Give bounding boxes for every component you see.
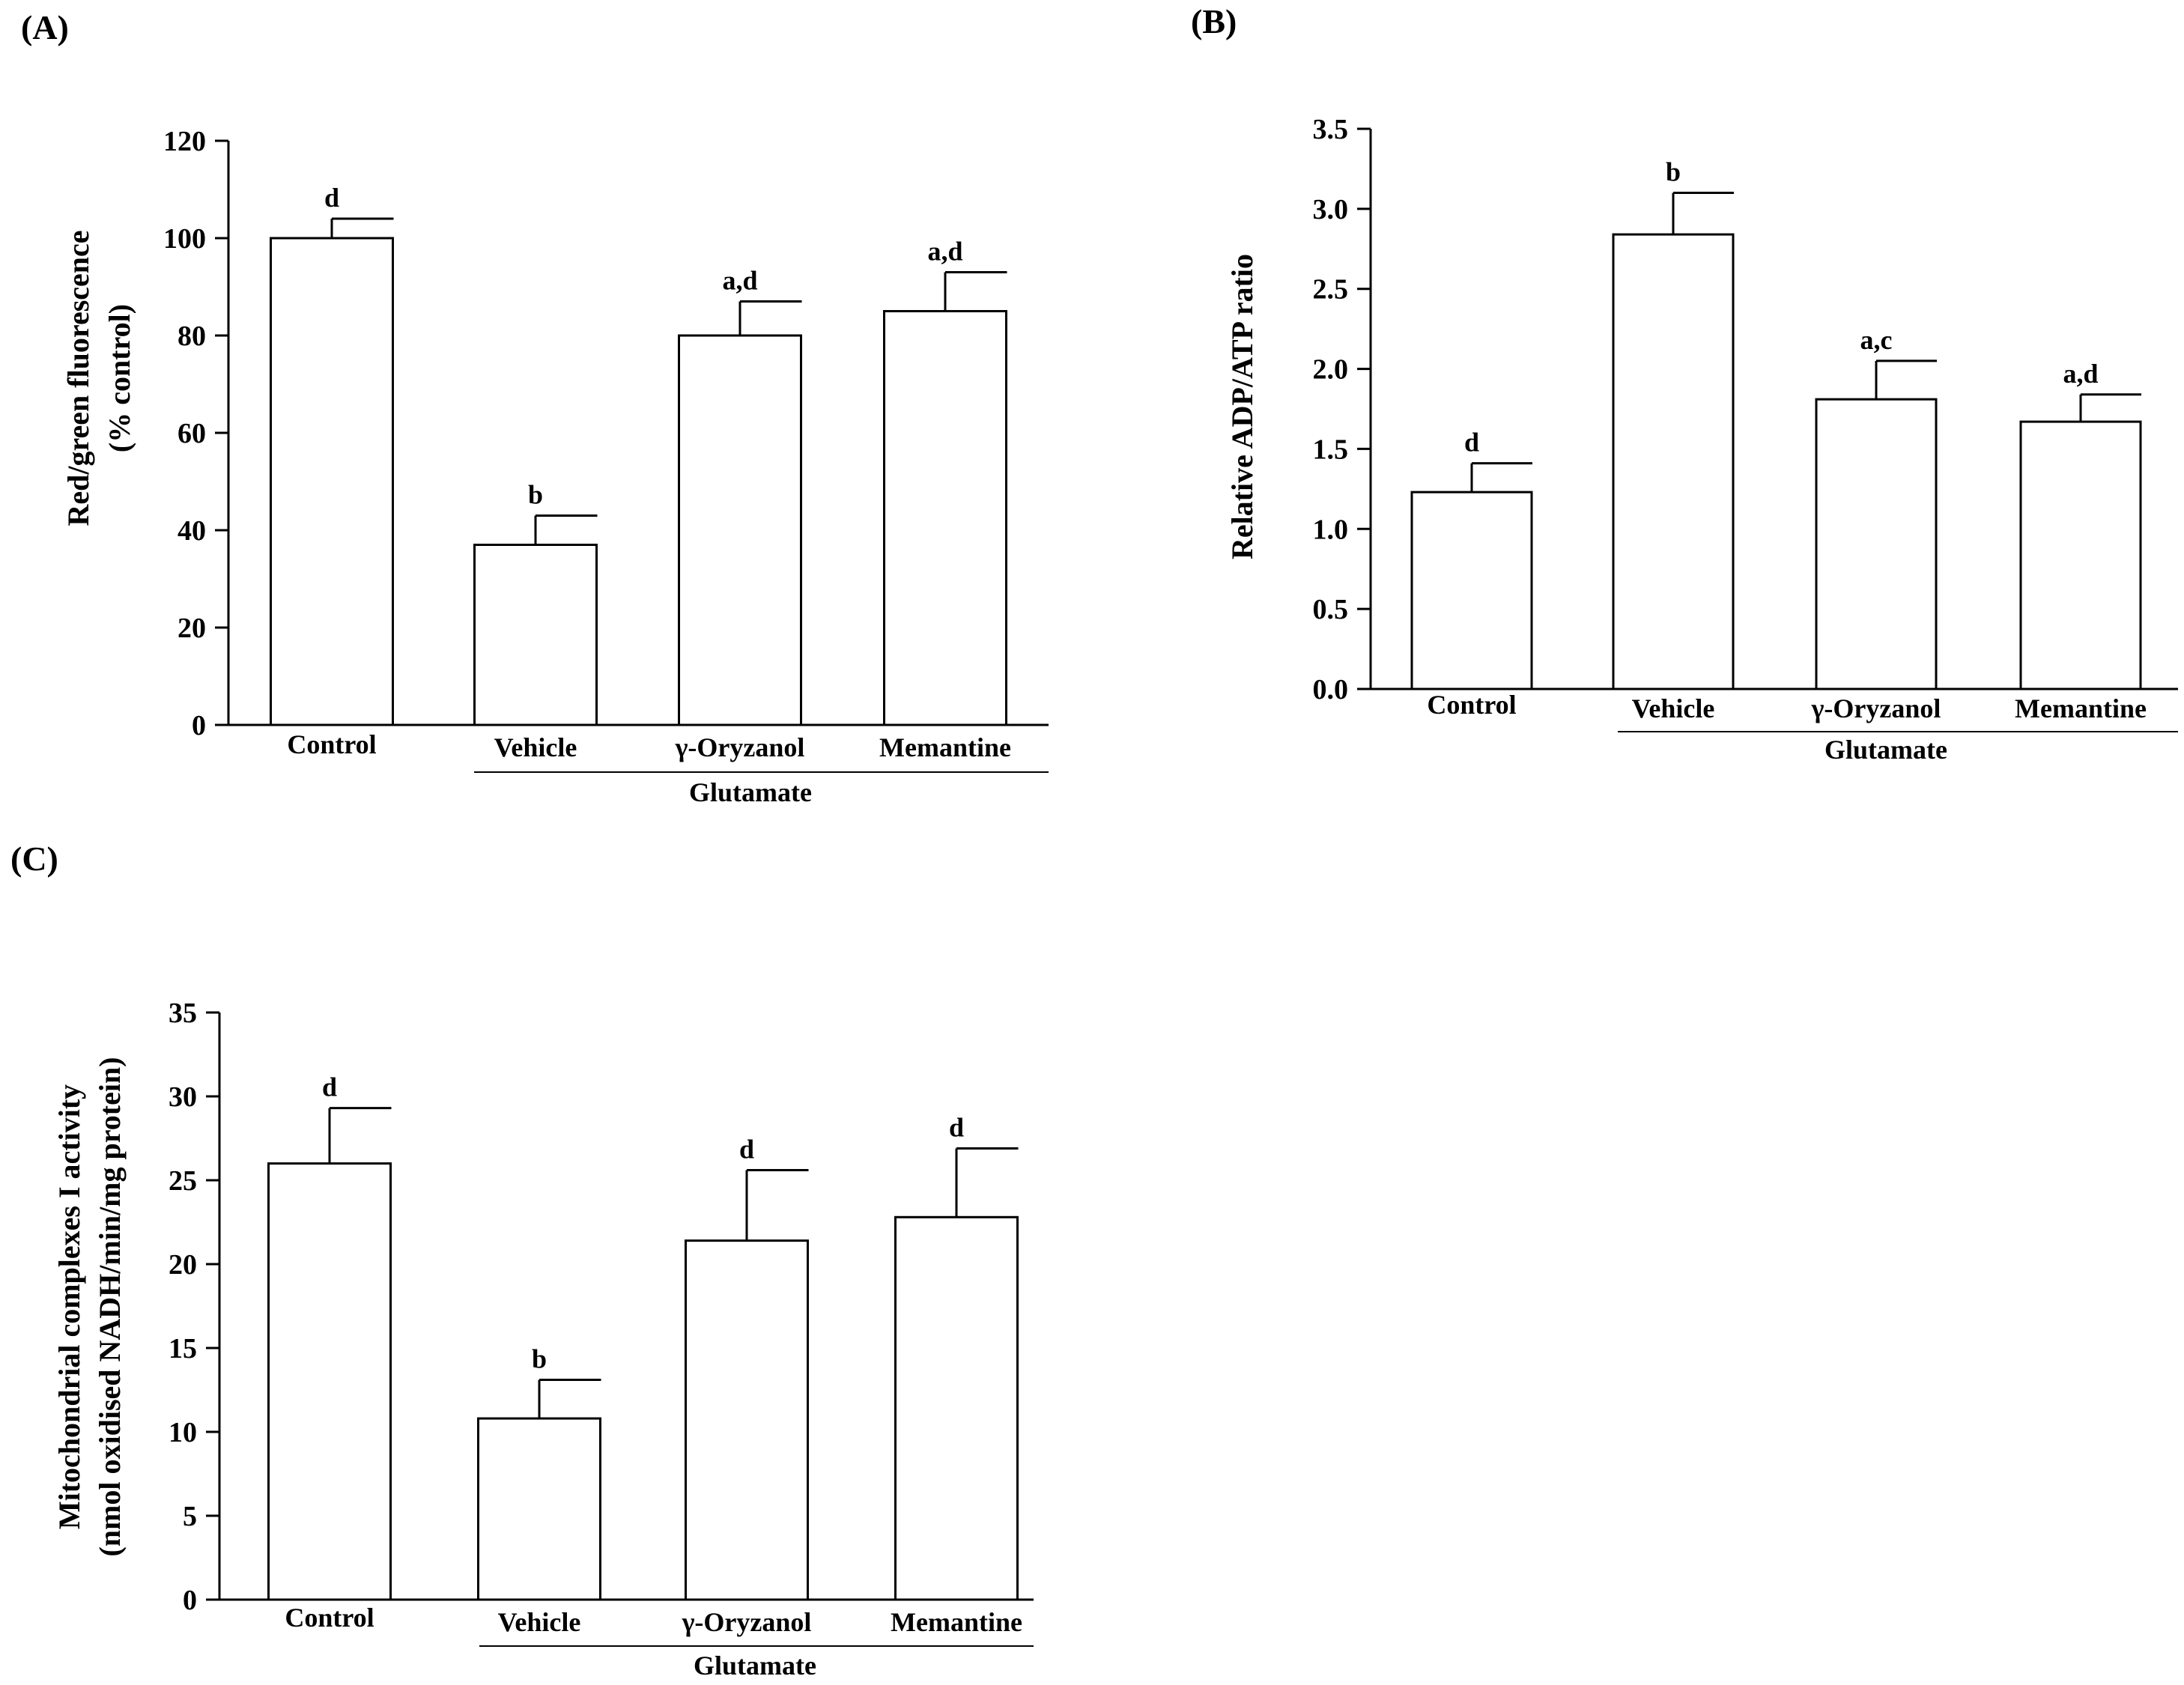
- y-tick-label: 10: [169, 1417, 197, 1448]
- y-tick-label: 3.5: [1313, 114, 1349, 145]
- bar: [270, 237, 394, 726]
- y-tick-label: 20: [169, 1249, 197, 1281]
- panel-label: (B): [1191, 2, 1237, 40]
- y-axis-label: (nmol oxidised NADH/min/mg protein): [93, 1057, 127, 1556]
- panel-label: (A): [21, 8, 69, 46]
- y-tick-label: 1.5: [1313, 434, 1349, 465]
- y-tick-label: 5: [183, 1501, 197, 1532]
- group-label: Glutamate: [689, 777, 812, 807]
- y-tick-label: 40: [178, 515, 206, 547]
- y-tick-label: 2.5: [1313, 274, 1349, 306]
- category-label: Memantine: [879, 732, 1011, 762]
- significance-label: a,d: [2063, 359, 2098, 389]
- significance-label: a,d: [927, 237, 962, 267]
- category-label: Memantine: [891, 1607, 1022, 1637]
- bar: [2019, 420, 2142, 690]
- y-tick-label: 0: [192, 710, 206, 741]
- significance-label: a,c: [1860, 325, 1893, 355]
- category-label: Control: [285, 1603, 374, 1633]
- y-tick-label: 2.0: [1313, 354, 1349, 386]
- significance-label: b: [528, 480, 543, 510]
- y-tick-label: 80: [178, 321, 206, 352]
- y-tick-label: 0.0: [1313, 674, 1349, 705]
- category-label: Control: [1427, 690, 1516, 720]
- group-label: Glutamate: [694, 1651, 816, 1681]
- bar: [477, 1417, 601, 1601]
- bar: [267, 1162, 392, 1601]
- significance-label: d: [949, 1112, 964, 1142]
- y-tick-label: 15: [169, 1333, 197, 1364]
- y-tick-label: 1.0: [1313, 514, 1349, 545]
- y-tick-label: 120: [163, 126, 206, 157]
- significance-label: d: [324, 183, 339, 213]
- significance-label: b: [1666, 157, 1681, 186]
- category-label: Memantine: [2015, 693, 2147, 723]
- panel-b-chart: (B) 0.0 0.5 1.0 1.5 2.0 2.5 3.0 3.5 Relative ADP/…: [1191, 2, 2178, 765]
- y-tick-label: 25: [169, 1165, 197, 1197]
- category-label: Vehicle: [494, 732, 577, 762]
- category-label: γ-Oryzanol: [682, 1607, 812, 1637]
- bar: [883, 310, 1007, 726]
- category-label: γ-Oryzanol: [1811, 693, 1941, 723]
- category-label: Control: [287, 729, 376, 759]
- significance-label: a,d: [722, 266, 757, 296]
- y-tick-label: 60: [178, 418, 206, 449]
- panel-label: (C): [10, 840, 58, 878]
- bar: [1815, 398, 1938, 690]
- y-axis-label: Red/green fluorescence: [61, 230, 95, 526]
- category-label: Vehicle: [1632, 693, 1715, 723]
- bar: [1410, 491, 1533, 690]
- bar: [473, 544, 598, 726]
- category-label: Vehicle: [498, 1607, 581, 1637]
- y-tick-label: 0: [183, 1585, 197, 1616]
- y-tick-label: 3.0: [1313, 194, 1349, 225]
- bar: [1612, 233, 1735, 690]
- group-label: Glutamate: [1824, 735, 1947, 765]
- category-label: γ-Oryzanol: [675, 732, 805, 762]
- bar: [678, 334, 802, 726]
- panel-c-chart: (C) 0 5 10 15 20 25 30 35 Mitochondrial complexes…: [10, 840, 1034, 1681]
- y-tick-label: 100: [163, 223, 206, 255]
- bar: [894, 1215, 1019, 1601]
- panel-a-chart: (A) 0 20 40 60 80 100 120 Red/green fluorescence…: [21, 8, 1049, 807]
- y-tick-label: 35: [169, 998, 197, 1029]
- y-axis-label: (% control): [103, 304, 136, 452]
- significance-label: d: [322, 1072, 337, 1102]
- y-tick-label: 20: [178, 613, 206, 644]
- significance-label: d: [1464, 428, 1479, 458]
- y-tick-label: 30: [169, 1081, 197, 1113]
- y-axis-label: Mitochondrial complexes I activity: [52, 1084, 86, 1529]
- y-axis-label: Relative ADP/ATP ratio: [1225, 254, 1259, 559]
- y-tick-label: 0.5: [1313, 594, 1349, 625]
- bar: [685, 1239, 809, 1601]
- significance-label: d: [739, 1135, 754, 1165]
- significance-label: b: [532, 1344, 547, 1374]
